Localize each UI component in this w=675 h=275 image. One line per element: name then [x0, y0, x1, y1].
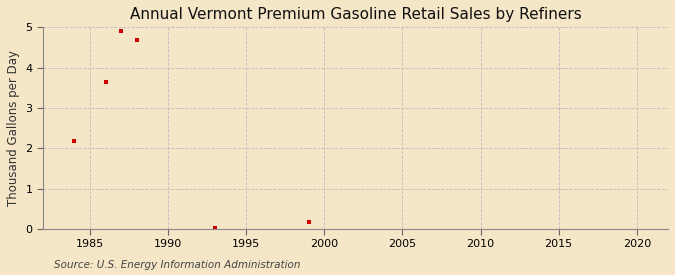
- Text: Source: U.S. Energy Information Administration: Source: U.S. Energy Information Administ…: [54, 260, 300, 270]
- Title: Annual Vermont Premium Gasoline Retail Sales by Refiners: Annual Vermont Premium Gasoline Retail S…: [130, 7, 581, 22]
- Y-axis label: Thousand Gallons per Day: Thousand Gallons per Day: [7, 50, 20, 206]
